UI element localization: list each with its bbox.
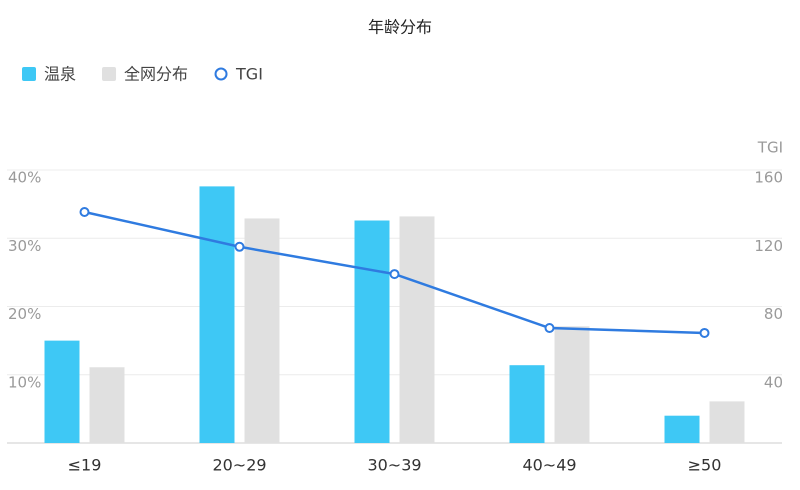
y2-tick-label: 160 (754, 169, 783, 187)
legend-marker (22, 67, 36, 81)
point (234, 241, 245, 252)
y-tick-label: 40% (8, 169, 41, 187)
bar (509, 365, 545, 443)
x-tick-label: ≥50 (688, 456, 722, 475)
bar (89, 367, 125, 443)
legend-label: 全网分布 (124, 65, 188, 84)
bar (664, 415, 700, 443)
bar (44, 340, 80, 443)
y-tick-label: 10% (8, 373, 41, 391)
point (389, 269, 400, 280)
x-tick-label: 30~39 (367, 456, 421, 475)
y2-tick-label: 120 (754, 237, 783, 255)
point (699, 327, 710, 338)
bar (399, 216, 435, 443)
y-tick-label: 20% (8, 305, 41, 323)
legend-label: 温泉 (44, 65, 76, 84)
legend-marker (102, 67, 117, 81)
legend-marker (214, 67, 228, 81)
point (544, 322, 555, 333)
legend-label: TGI (235, 65, 263, 84)
y2-tick-label: 40 (764, 373, 783, 391)
bar (199, 186, 235, 443)
point (79, 206, 90, 217)
bar (554, 326, 590, 443)
bar (244, 218, 280, 443)
bar (354, 220, 390, 443)
y2-axis-label: TGI (757, 139, 783, 157)
x-tick-label: ≤19 (68, 456, 102, 475)
x-tick-label: 20~29 (212, 456, 266, 475)
y-tick-label: 30% (8, 237, 41, 255)
bar (709, 401, 745, 443)
y2-tick-label: 80 (764, 305, 783, 323)
chart-title: 年龄分布 (368, 18, 432, 37)
x-tick-label: 40~49 (522, 456, 576, 475)
